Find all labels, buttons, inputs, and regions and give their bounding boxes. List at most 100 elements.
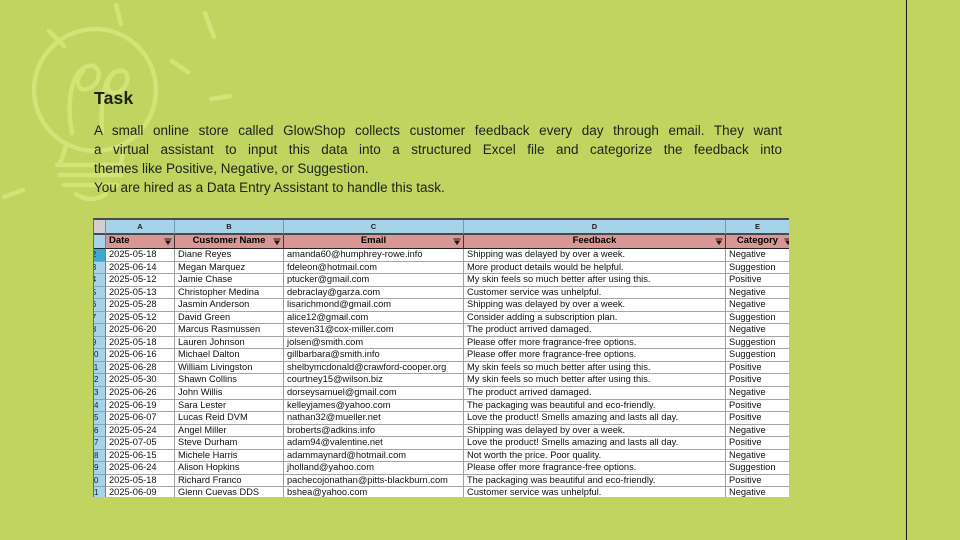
cell-email[interactable]: broberts@adkins.info bbox=[284, 424, 464, 438]
cell-customer-name[interactable]: Lucas Reid DVM bbox=[175, 412, 284, 425]
row-number[interactable]: 14 bbox=[94, 399, 106, 413]
cell-feedback[interactable]: Please offer more fragrance-free options… bbox=[464, 336, 726, 350]
filter-icon[interactable] bbox=[164, 238, 172, 246]
cell-feedback[interactable]: Love the product! Smells amazing and las… bbox=[464, 412, 726, 425]
column-letter-e[interactable]: E bbox=[726, 220, 789, 235]
filter-icon[interactable] bbox=[784, 238, 789, 246]
cell-email[interactable]: amanda60@humphrey-rowe.info bbox=[284, 249, 464, 262]
cell-email[interactable]: debraclay@garza.com bbox=[284, 286, 464, 300]
row-number[interactable]: 2 bbox=[94, 249, 106, 262]
cell-date[interactable]: 2025-06-19 bbox=[106, 399, 175, 413]
cell-customer-name[interactable]: Richard Franco bbox=[175, 474, 284, 488]
cell-email[interactable]: pachecojonathan@pitts-blackburn.com bbox=[284, 474, 464, 488]
row-number[interactable]: 6 bbox=[94, 299, 106, 312]
cell-customer-name[interactable]: Steve Durham bbox=[175, 437, 284, 450]
cell-customer-name[interactable]: Alison Hopkins bbox=[175, 462, 284, 475]
cell-category[interactable]: Negative bbox=[726, 324, 789, 337]
cell-customer-name[interactable]: Christopher Medina bbox=[175, 286, 284, 300]
cell-customer-name[interactable]: John Willis bbox=[175, 387, 284, 400]
cell-feedback[interactable]: Shipping was delayed by over a week. bbox=[464, 299, 726, 312]
row-number[interactable]: 12 bbox=[94, 374, 106, 388]
row-number[interactable]: 9 bbox=[94, 336, 106, 350]
cell-email[interactable]: jolsen@smith.com bbox=[284, 336, 464, 350]
cell-email[interactable]: ptucker@gmail.com bbox=[284, 274, 464, 287]
cell-email[interactable]: courtney15@wilson.biz bbox=[284, 374, 464, 388]
cell-feedback[interactable]: Love the product! Smells amazing and las… bbox=[464, 437, 726, 450]
row-number[interactable]: 15 bbox=[94, 412, 106, 425]
cell-customer-name[interactable]: Diane Reyes bbox=[175, 249, 284, 262]
cell-customer-name[interactable]: Angel Miller bbox=[175, 424, 284, 438]
row-number[interactable]: 13 bbox=[94, 387, 106, 400]
cell-date[interactable]: 2025-06-24 bbox=[106, 462, 175, 475]
cell-date[interactable]: 2025-07-05 bbox=[106, 437, 175, 450]
row-number[interactable]: 21 bbox=[94, 487, 106, 497]
cell-customer-name[interactable]: Michael Dalton bbox=[175, 349, 284, 362]
cell-feedback[interactable]: Shipping was delayed by over a week. bbox=[464, 424, 726, 438]
cell-date[interactable]: 2025-05-13 bbox=[106, 286, 175, 300]
row-number[interactable]: 18 bbox=[94, 449, 106, 463]
cell-category[interactable]: Negative bbox=[726, 299, 789, 312]
cell-feedback[interactable]: My skin feels so much better after using… bbox=[464, 274, 726, 287]
row-number[interactable]: 19 bbox=[94, 462, 106, 475]
filter-icon[interactable] bbox=[453, 238, 461, 246]
cell-category[interactable]: Positive bbox=[726, 399, 789, 413]
cell-email[interactable]: kelleyjames@yahoo.com bbox=[284, 399, 464, 413]
cell-category[interactable]: Negative bbox=[726, 449, 789, 463]
header-date[interactable]: Date bbox=[106, 235, 175, 249]
row-number[interactable]: 5 bbox=[94, 286, 106, 300]
cell-email[interactable]: lisarichmond@gmail.com bbox=[284, 299, 464, 312]
cell-category[interactable]: Suggestion bbox=[726, 336, 789, 350]
cell-customer-name[interactable]: Jasmin Anderson bbox=[175, 299, 284, 312]
cell-category[interactable]: Negative bbox=[726, 387, 789, 400]
header-feedback[interactable]: Feedback bbox=[464, 235, 726, 249]
cell-feedback[interactable]: The product arrived damaged. bbox=[464, 387, 726, 400]
cell-customer-name[interactable]: Shawn Collins bbox=[175, 374, 284, 388]
cell-date[interactable]: 2025-05-24 bbox=[106, 424, 175, 438]
cell-customer-name[interactable]: Glenn Cuevas DDS bbox=[175, 487, 284, 497]
cell-category[interactable]: Negative bbox=[726, 487, 789, 497]
cell-date[interactable]: 2025-06-09 bbox=[106, 487, 175, 497]
cell-category[interactable]: Suggestion bbox=[726, 261, 789, 275]
cell-feedback[interactable]: The product arrived damaged. bbox=[464, 324, 726, 337]
row-number[interactable]: 17 bbox=[94, 437, 106, 450]
cell-date[interactable]: 2025-06-28 bbox=[106, 361, 175, 375]
filter-icon[interactable] bbox=[273, 238, 281, 246]
cell-email[interactable]: nathan32@mueller.net bbox=[284, 412, 464, 425]
cell-feedback[interactable]: The packaging was beautiful and eco-frie… bbox=[464, 474, 726, 488]
cell-feedback[interactable]: Customer service was unhelpful. bbox=[464, 487, 726, 497]
cell-category[interactable]: Positive bbox=[726, 412, 789, 425]
cell-date[interactable]: 2025-05-18 bbox=[106, 336, 175, 350]
cell-feedback[interactable]: Please offer more fragrance-free options… bbox=[464, 462, 726, 475]
cell-category[interactable]: Suggestion bbox=[726, 311, 789, 325]
cell-email[interactable]: steven31@cox-miller.com bbox=[284, 324, 464, 337]
cell-email[interactable]: dorseysamuel@gmail.com bbox=[284, 387, 464, 400]
header-row-number[interactable] bbox=[94, 235, 106, 249]
cell-category[interactable]: Suggestion bbox=[726, 462, 789, 475]
cell-category[interactable]: Suggestion bbox=[726, 349, 789, 362]
cell-customer-name[interactable]: Jamie Chase bbox=[175, 274, 284, 287]
cell-customer-name[interactable]: David Green bbox=[175, 311, 284, 325]
header-customer-name[interactable]: Customer Name bbox=[175, 235, 284, 249]
cell-email[interactable]: jholland@yahoo.com bbox=[284, 462, 464, 475]
header-category[interactable]: Category bbox=[726, 235, 789, 249]
row-number[interactable]: 10 bbox=[94, 349, 106, 362]
column-letter-c[interactable]: C bbox=[284, 220, 464, 235]
cell-feedback[interactable]: My skin feels so much better after using… bbox=[464, 361, 726, 375]
cell-category[interactable]: Positive bbox=[726, 474, 789, 488]
cell-feedback[interactable]: More product details would be helpful. bbox=[464, 261, 726, 275]
cell-date[interactable]: 2025-06-26 bbox=[106, 387, 175, 400]
cell-feedback[interactable]: Please offer more fragrance-free options… bbox=[464, 349, 726, 362]
cell-date[interactable]: 2025-05-12 bbox=[106, 311, 175, 325]
cell-feedback[interactable]: Customer service was unhelpful. bbox=[464, 286, 726, 300]
cell-email[interactable]: fdeleon@hotmail.com bbox=[284, 261, 464, 275]
filter-icon[interactable] bbox=[715, 238, 723, 246]
cell-category[interactable]: Negative bbox=[726, 424, 789, 438]
cell-email[interactable]: adam94@valentine.net bbox=[284, 437, 464, 450]
cell-date[interactable]: 2025-06-14 bbox=[106, 261, 175, 275]
row-number[interactable]: 8 bbox=[94, 324, 106, 337]
cell-customer-name[interactable]: Lauren Johnson bbox=[175, 336, 284, 350]
column-letter-d[interactable]: D bbox=[464, 220, 726, 235]
cell-customer-name[interactable]: Michele Harris bbox=[175, 449, 284, 463]
cell-category[interactable]: Positive bbox=[726, 437, 789, 450]
sheet-corner-cell[interactable] bbox=[94, 220, 106, 235]
